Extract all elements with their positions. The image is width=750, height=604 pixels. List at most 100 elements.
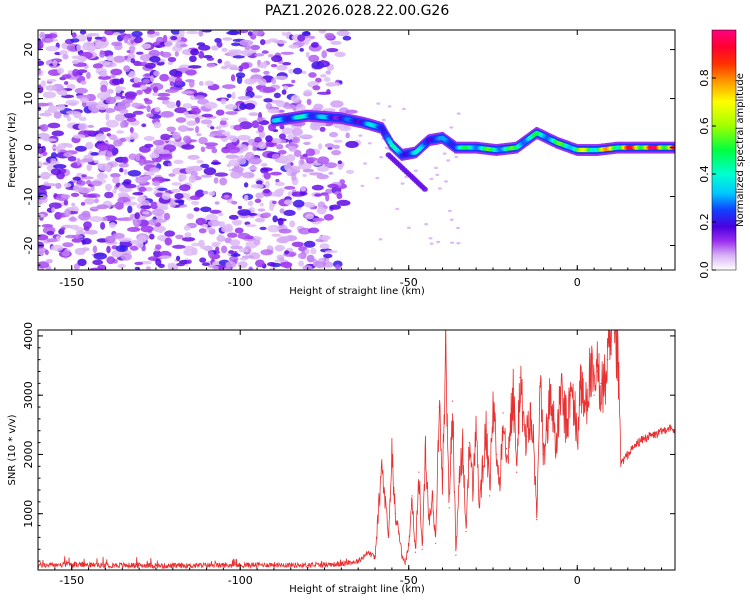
noise-blob [278,257,285,262]
noise-blob [100,222,106,230]
snr-point [556,447,558,450]
noise-blob [169,202,176,208]
noise-blob [142,79,150,84]
noise-blob [72,60,79,65]
noise-blob [44,109,51,117]
noise-blob [77,258,87,267]
noise-blob [215,126,222,130]
noise-blob [275,246,283,252]
snr-point [647,436,649,438]
snr-point [613,332,615,334]
noise-blob [141,43,152,49]
noise-blob [231,42,241,47]
snr-point [381,465,383,467]
noise-blob [434,166,438,170]
noise-blob [311,184,324,191]
noise-blob [87,32,100,37]
noise-blob [129,245,139,251]
noise-blob [110,68,123,76]
noise-blob [95,41,108,49]
noise-blob [38,69,41,75]
noise-blob [337,160,342,164]
noise-blob [41,38,53,43]
noise-blob [135,155,140,162]
noise-blob [166,126,176,132]
spectrogram-x-tick-label: -50 [400,276,418,289]
snr-point [489,495,491,497]
noise-blob [140,205,152,210]
noise-blob [302,168,315,173]
noise-blob [112,232,125,240]
noise-blob [81,210,91,218]
snr-y-tick-label: 3000 [22,381,35,409]
snr-point [580,376,582,378]
noise-blob [404,175,409,179]
noise-blob [47,33,58,39]
noise-blob [127,227,141,232]
noise-blob [212,265,219,270]
noise-blob [187,154,200,160]
snr-y-tick-label: 2000 [22,440,35,468]
noise-blob [134,212,140,220]
noise-blob [226,146,240,154]
noise-blob [300,186,307,192]
noise-blob [202,190,209,195]
snr-point [104,564,106,566]
noise-blob [189,165,203,172]
spectrogram-y-tick-label: 0 [22,144,35,151]
noise-blob [66,110,79,115]
noise-blob [231,166,244,173]
noise-blob [84,198,95,205]
noise-blob [183,245,195,251]
noise-blob [163,212,171,221]
noise-blob [237,158,247,165]
noise-blob [61,250,70,257]
noise-blob [38,41,44,49]
noise-blob [178,173,187,182]
noise-blob [214,133,225,137]
noise-blob [67,143,73,148]
noise-blob [176,100,181,108]
noise-blob [110,204,120,208]
noise-blob [283,261,292,269]
snr-panel: -150 -100 -50 0 1000 2000 3000 4000 Height of s… [7,322,676,595]
noise-blob [331,149,342,156]
snr-point [590,370,592,373]
noise-blob [117,263,126,269]
noise-blob [134,266,140,270]
noise-blob [55,182,62,189]
noise-blob [244,194,249,202]
noise-blob [106,133,112,137]
snr-point [475,424,477,426]
noise-blob [181,144,195,150]
noise-blob [345,132,350,139]
noise-blob [228,159,240,167]
noise-blob [40,80,47,88]
noise-blob [109,134,118,140]
noise-blob [270,63,278,68]
noise-blob [105,96,117,105]
noise-blob [196,42,206,46]
noise-blob [94,198,99,204]
noise-blob [104,30,115,36]
noise-blob [113,139,123,147]
noise-blob [378,238,383,241]
noise-blob [213,135,227,139]
noise-blob [260,249,274,256]
noise-blob [195,217,206,226]
noise-blob [227,232,238,238]
noise-blob [179,44,188,47]
snr-point [485,430,487,432]
noise-blob [132,110,144,115]
noise-blob [39,194,47,201]
snr-point [468,442,470,444]
noise-blob [124,183,137,189]
noise-blob [51,207,56,213]
noise-blob [76,158,81,166]
noise-blob [324,32,335,40]
figure-title: PAZ1.2026.028.22.00.G26 [265,3,450,19]
noise-blob [305,157,318,162]
noise-blob [281,31,286,36]
noise-blob [38,125,45,130]
noise-blob [223,223,233,232]
